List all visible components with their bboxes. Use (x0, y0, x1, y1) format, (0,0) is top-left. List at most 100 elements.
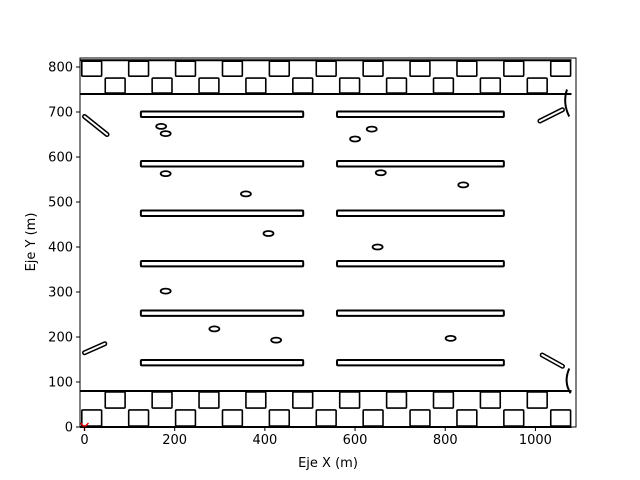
obstacle (159, 287, 172, 295)
obstacle (155, 123, 168, 130)
y-tick-label: 200 (48, 331, 73, 346)
obstacle (374, 169, 387, 177)
right-wall-top (564, 89, 571, 117)
bottom-checker-band-cell (292, 391, 314, 409)
plot-area (79, 59, 572, 431)
top-checker-band-cell (409, 60, 431, 78)
shelf (139, 209, 305, 217)
top-checker-band-cell (362, 60, 384, 78)
y-tick-label: 500 (48, 196, 73, 211)
corner-mark-inner (83, 115, 109, 136)
y-tick-label: 800 (48, 61, 73, 76)
obstacle (349, 135, 361, 143)
x-tick-label: 400 (252, 433, 277, 448)
bottom-checker-band-cell (409, 409, 431, 427)
corner-mark-inner (541, 354, 564, 368)
x-tick-label: 800 (433, 433, 458, 448)
bottom-checker-band-cell (362, 409, 384, 427)
obstacle (444, 334, 457, 342)
bottom-checker-band-cell (315, 409, 337, 427)
shelf (336, 209, 505, 217)
y-tick-label: 400 (48, 241, 73, 256)
top-checker-band-cell (549, 60, 572, 78)
right-wall-bottom (565, 368, 572, 394)
axes-frame (79, 57, 577, 428)
y-axis: 0 100 200 300 400 500 600 700 800 (48, 61, 80, 436)
top-checker-band-cell (198, 77, 220, 94)
bottom-checker-band-cell (432, 391, 455, 409)
obstacle (365, 125, 378, 133)
top-checker-band-cell (174, 60, 197, 78)
obstacle (270, 336, 283, 344)
top-checker-band-cell (479, 77, 502, 94)
top-checker-band-cell (315, 60, 337, 78)
bottom-checker-band-cell (479, 391, 502, 409)
shelf (139, 160, 305, 168)
obstacle (159, 170, 172, 178)
top-checker-band-cell (526, 77, 548, 94)
x-axis: 0 200 400 600 800 1000 (80, 427, 552, 448)
top-checker-band-cell (104, 77, 126, 94)
shelf (139, 358, 305, 367)
bottom-checker-band-cell (174, 409, 197, 427)
shelf (139, 309, 305, 317)
corner-mark-inner (83, 342, 106, 354)
bottom-checker-band-cell (198, 391, 220, 409)
bottom-checker-band-cell (526, 391, 548, 409)
bottom-checker-band-cell (456, 409, 478, 427)
top-checker-band-cell (503, 60, 525, 78)
top-checker-band-cell (456, 60, 478, 78)
bottom-checker-band-cell (503, 409, 525, 427)
y-tick-label: 0 (65, 421, 73, 436)
top-checker-band (80, 59, 572, 95)
x-tick-label: 0 (80, 433, 88, 448)
bottom-checker-band-cell (338, 391, 361, 409)
bottom-checker-band-cell (127, 409, 150, 427)
bottom-checker-band-cell (104, 391, 126, 409)
shelf (139, 259, 305, 268)
x-tick-label: 200 (162, 433, 187, 448)
y-tick-label: 600 (48, 151, 73, 166)
top-checker-band-cell (151, 77, 173, 94)
obstacle (240, 190, 252, 198)
top-checker-band-cell (81, 60, 103, 78)
obstacle-group (155, 123, 470, 344)
bottom-checker-band-cell (151, 391, 173, 409)
obstacle (457, 181, 470, 189)
bottom-checker-band-cell (81, 409, 103, 427)
top-checker-band-cell (385, 77, 408, 94)
top-checker-band-cell (221, 60, 244, 78)
bottom-checker-band-cell (549, 409, 572, 427)
corner-marks (82, 89, 572, 394)
shelf (336, 259, 505, 268)
shelf (336, 358, 505, 367)
y-tick-label: 700 (48, 106, 73, 121)
shelf (336, 160, 505, 168)
y-axis-label: Eje Y (m) (24, 213, 39, 272)
y-tick-label: 300 (48, 286, 73, 301)
x-axis-label: Eje X (m) (298, 456, 358, 471)
y-tick-label: 100 (48, 376, 73, 391)
bottom-checker-band-cell (385, 391, 408, 409)
x-tick-label: 1000 (519, 433, 552, 448)
shelf-group (139, 110, 505, 367)
shelf (336, 309, 505, 317)
bottom-checker-band-cell (268, 409, 291, 427)
top-checker-band-cell (245, 77, 267, 94)
obstacle (159, 130, 172, 138)
top-checker-band-cell (432, 77, 455, 94)
top-checker-band-cell (338, 77, 361, 94)
obstacle (262, 230, 275, 237)
shelf (139, 110, 305, 118)
x-tick-label: 600 (343, 433, 368, 448)
shelf (336, 110, 505, 118)
corner-mark-inner (538, 108, 564, 122)
top-checker-band-cell (268, 60, 291, 78)
top-checker-band-cell (127, 60, 150, 78)
bottom-checker-band-cell (221, 409, 244, 427)
top-checker-band-cell (292, 77, 314, 94)
obstacle (371, 243, 384, 251)
obstacle (208, 325, 221, 333)
bottom-checker-band-cell (245, 391, 267, 409)
